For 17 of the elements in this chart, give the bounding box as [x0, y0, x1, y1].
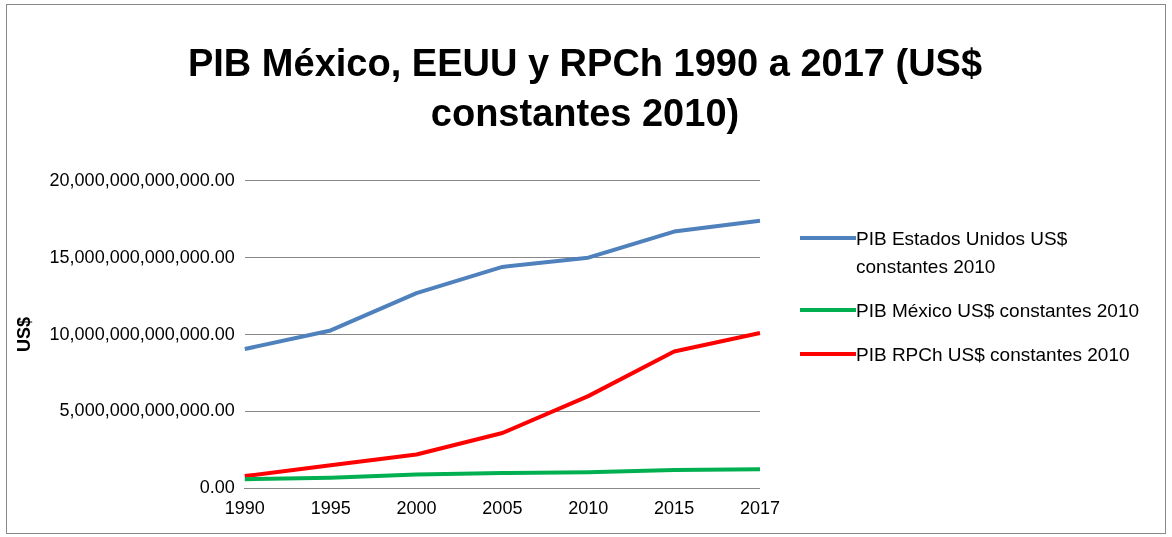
- y-tick-label: 20,000,000,000,000.00: [49, 169, 235, 190]
- y-tick-label: 5,000,000,000,000.00: [59, 400, 235, 421]
- chart-title: PIB México, EEUU y RPCh 1990 a 2017 (US$ constantes 2010): [186, 41, 984, 136]
- x-tick-label: 2000: [396, 498, 437, 519]
- y-axis-title: US$: [13, 317, 34, 353]
- x-tick-label: 2015: [654, 498, 695, 519]
- legend-label: PIB Estados Unidos US$ constantes 2010: [856, 227, 1069, 279]
- x-tick-label: 1990: [224, 498, 265, 519]
- x-tick-label: 2017: [739, 498, 780, 519]
- x-tick-label: 2010: [568, 498, 609, 519]
- x-tick-label: 2005: [482, 498, 523, 519]
- y-tick-label: 15,000,000,000,000.00: [49, 246, 235, 267]
- y-tick-label: 10,000,000,000,000.00: [49, 323, 235, 344]
- legend-label: PIB México US$ constantes 2010: [856, 299, 1140, 323]
- x-tick-label: 1995: [310, 498, 351, 519]
- y-tick-label: 0.00: [199, 477, 235, 498]
- legend-label: PIB RPCh US$ constantes 2010: [856, 343, 1130, 367]
